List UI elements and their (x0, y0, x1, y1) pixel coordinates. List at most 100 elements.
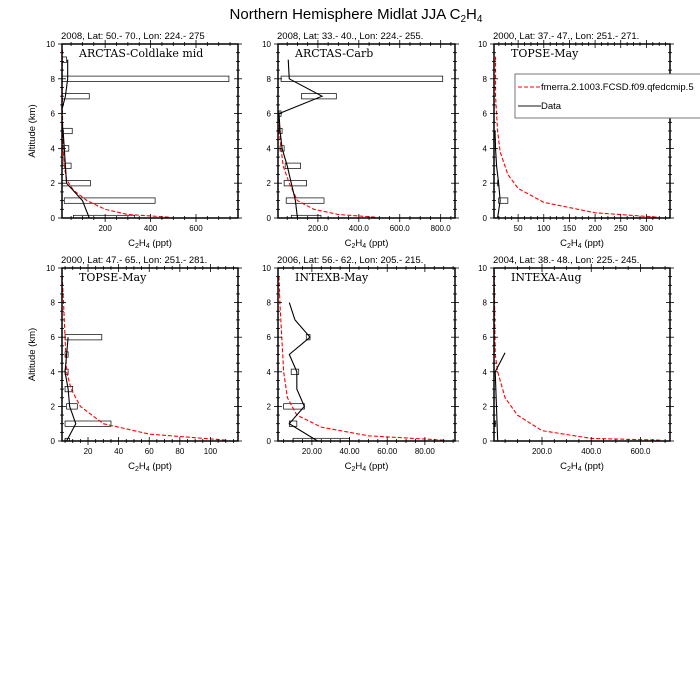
x-tick-label: 20 (84, 447, 93, 456)
x-axis-label: C2H4 (ppt) (345, 461, 389, 473)
range-boxes (278, 75, 444, 218)
model-line (62, 49, 169, 218)
y-tick-label: 2 (267, 402, 272, 411)
range-box (62, 56, 67, 63)
range-box (290, 368, 300, 375)
range-box (64, 334, 103, 341)
panel-5: 0 2 4 6 8 10 20.00 40.00 60.00 80.00 2006, Lat: 56… (262, 255, 459, 473)
chart-title: Northern Hemisphere Midlat JJA C2H4 (230, 6, 483, 25)
panel-2: 0 2 4 6 8 10 200.0 400.0 600.0 800.0 2008, Lat: 33… (262, 31, 459, 250)
y-tick-label: 8 (267, 299, 272, 308)
data-line (288, 302, 318, 441)
plot-frame (493, 43, 671, 219)
range-box (62, 127, 73, 135)
range-box (290, 214, 322, 218)
data-line (64, 337, 77, 441)
range-box (62, 75, 230, 82)
x-tick-label: 250 (614, 224, 628, 233)
x-tick-label: 400.0 (349, 224, 370, 233)
x-tick-label: 600 (189, 224, 203, 233)
range-box (64, 420, 112, 427)
x-axis-label: C2H4 (ppt) (345, 238, 389, 250)
data-line (494, 352, 506, 441)
y-tick-label: 8 (51, 299, 56, 308)
y-tick-label: 10 (478, 40, 487, 49)
y-axis-label: Altitude (km) (27, 104, 38, 157)
panel-6: 0 2 4 6 8 10 200.0 400.0 600.0 2004, Lat: 38.- 48… (478, 255, 674, 473)
model-line (494, 268, 661, 441)
x-tick-label: 20.00 (302, 447, 323, 456)
y-tick-label: 10 (262, 40, 271, 49)
y-tick-label: 4 (51, 144, 56, 153)
data-line (62, 59, 90, 218)
x-axis-label: C2H4 (ppt) (560, 238, 604, 250)
panel-header: 2000, Lat: 47.- 65., Lon: 251.- 281. (61, 255, 207, 266)
y-tick-label: 0 (51, 214, 56, 223)
y-tick-label: 0 (267, 214, 272, 223)
range-box (283, 180, 307, 187)
data-line (278, 59, 324, 218)
x-tick-label: 600.0 (630, 447, 651, 456)
x-tick-label: 100 (204, 447, 218, 456)
panel-header: 2006, Lat: 56.- 62., Lon: 205.- 215. (277, 255, 423, 266)
x-tick-label: 200 (98, 224, 112, 233)
legend-data-label: Data (541, 101, 562, 112)
y-tick-label: 0 (51, 437, 56, 446)
y-tick-label: 10 (478, 264, 487, 273)
y-tick-label: 10 (262, 264, 271, 273)
y-tick-label: 0 (483, 214, 488, 223)
x-axis-label: C2H4 (ppt) (128, 238, 172, 250)
campaign-label: TOPSE-May (511, 47, 579, 60)
panel-1: 0 2 4 6 8 10 200 400 600 2008, Lat: 50.- 70., Lon… (27, 31, 242, 250)
range-box (283, 403, 305, 410)
data-line (494, 130, 501, 218)
plot-frame (61, 267, 239, 442)
x-tick-label: 200 (588, 224, 602, 233)
campaign-label: INTEXA-Aug (511, 271, 582, 284)
y-tick-label: 8 (483, 299, 488, 308)
range-box (62, 93, 90, 100)
range-box (73, 214, 136, 218)
panel-header: 2008, Lat: 33.- 40., Lon: 224.- 255. (277, 31, 423, 42)
plot-frame (493, 267, 671, 442)
y-tick-label: 6 (483, 110, 488, 119)
range-boxes (64, 334, 112, 441)
y-tick-label: 4 (51, 368, 56, 377)
y-tick-label: 6 (483, 333, 488, 342)
y-tick-label: 8 (51, 75, 56, 84)
model-line (494, 54, 657, 218)
x-tick-label: 50 (514, 224, 523, 233)
model-line (62, 273, 226, 441)
plot-frame (277, 43, 456, 219)
panel-header: 2004, Lat: 38.- 48., Lon: 225.- 245. (493, 255, 639, 266)
y-tick-label: 2 (51, 179, 56, 188)
range-box (285, 197, 325, 204)
panel-3: 0 2 4 6 8 10 50 100 150 200 250 300 2000, Lat: 37.- … (478, 31, 674, 250)
x-axis-label: C2H4 (ppt) (560, 461, 604, 473)
y-tick-label: 4 (267, 144, 272, 153)
model-line (278, 276, 444, 441)
x-tick-label: 80 (175, 447, 184, 456)
legend: fmerra.2.1003.FCSD.f09.qfedcmip.5 Data (514, 73, 700, 119)
campaign-label: ARCTAS-Coldlake mid (78, 47, 203, 60)
panel-header: 2000, Lat: 37.- 47., Lon: 251.- 271. (493, 31, 639, 42)
y-tick-label: 0 (267, 437, 272, 446)
y-tick-label: 10 (46, 40, 55, 49)
y-tick-label: 6 (267, 110, 272, 119)
y-tick-label: 0 (483, 437, 488, 446)
x-tick-label: 40 (114, 447, 123, 456)
y-tick-label: 4 (483, 368, 488, 377)
range-box (284, 162, 301, 169)
y-tick-label: 2 (483, 179, 488, 188)
x-tick-label: 60 (145, 447, 154, 456)
range-box (301, 93, 337, 100)
range-box (63, 197, 156, 204)
campaign-label: INTEXB-May (295, 271, 369, 284)
range-box (66, 403, 78, 410)
y-tick-label: 6 (267, 333, 272, 342)
x-tick-label: 600.0 (390, 224, 411, 233)
x-tick-label: 400 (144, 224, 158, 233)
x-tick-label: 60.00 (377, 447, 398, 456)
